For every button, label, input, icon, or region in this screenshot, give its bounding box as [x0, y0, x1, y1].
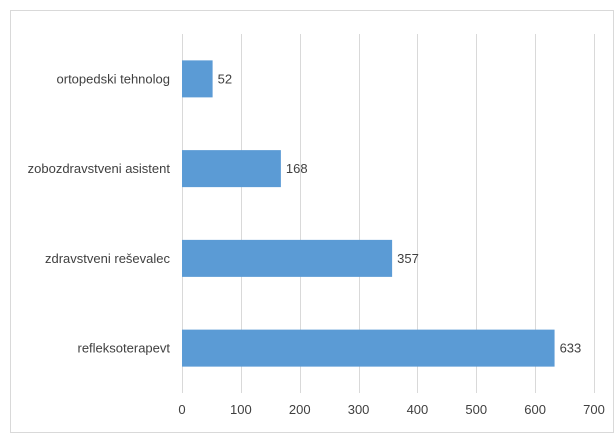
bar — [182, 329, 555, 367]
data-label: 52 — [218, 71, 232, 86]
x-axis-ticks: 0 100 200 300 400 500 600 700 — [178, 402, 604, 417]
x-tick-label: 0 — [178, 402, 185, 417]
bar — [182, 60, 213, 98]
x-tick-label: 300 — [348, 402, 370, 417]
category-label: zobozdravstveni asistent — [28, 161, 171, 176]
bar — [182, 239, 393, 277]
category-labels: ortopedski tehnolog zobozdravstveni asist… — [28, 71, 171, 355]
data-label: 168 — [286, 161, 308, 176]
category-label: zdravstveni reševalec — [45, 251, 170, 266]
x-tick-label: 400 — [407, 402, 429, 417]
bar — [182, 150, 281, 188]
data-label: 357 — [397, 251, 419, 266]
x-tick-label: 700 — [583, 402, 605, 417]
x-tick-label: 100 — [230, 402, 252, 417]
x-tick-label: 600 — [524, 402, 546, 417]
value-labels: 52 168 357 633 — [218, 71, 582, 355]
category-label: ortopedski tehnolog — [57, 71, 170, 86]
x-tick-label: 200 — [289, 402, 311, 417]
x-tick-label: 500 — [465, 402, 487, 417]
data-label: 633 — [560, 341, 582, 356]
category-label: refleksoterapevt — [78, 341, 171, 356]
bars — [182, 60, 555, 367]
